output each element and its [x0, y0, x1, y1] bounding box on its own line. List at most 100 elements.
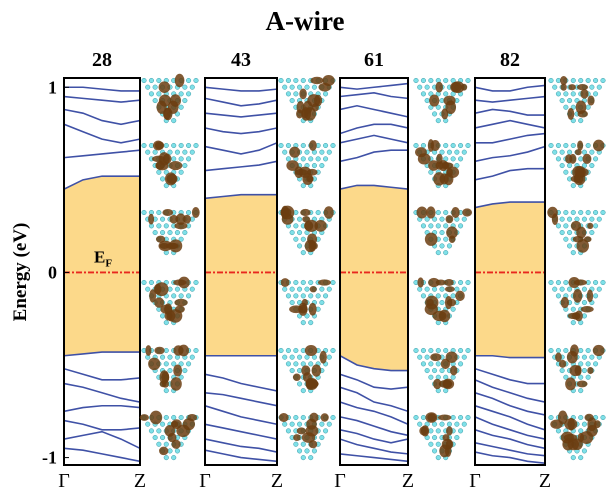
atom — [186, 77, 192, 84]
orbital-lobe — [309, 412, 319, 423]
atom — [424, 98, 430, 104]
atom — [293, 77, 299, 84]
band-line — [205, 142, 277, 155]
atom — [443, 236, 449, 242]
band-line — [340, 149, 408, 163]
atom — [278, 77, 284, 84]
band-line — [475, 379, 545, 403]
orbital-lobe — [568, 84, 576, 91]
x-tick-label: Z — [539, 470, 551, 492]
band-line — [340, 184, 408, 190]
band-line — [475, 451, 545, 464]
orbital-lobe — [304, 220, 314, 231]
atom — [589, 216, 595, 222]
atom — [465, 414, 471, 421]
orbital-lobe — [158, 240, 173, 252]
orbital-lobe — [573, 279, 588, 286]
molecule-image — [413, 77, 471, 124]
atom — [300, 142, 306, 149]
molecule-image — [139, 410, 199, 461]
gap-fill — [205, 194, 277, 356]
atom — [160, 354, 166, 360]
orbital-lobe — [162, 208, 174, 217]
band-line — [475, 429, 545, 450]
atom — [178, 293, 184, 299]
atom — [432, 216, 438, 222]
orbital-lobe — [302, 372, 312, 383]
atom — [145, 421, 151, 427]
orbital-lobe — [293, 434, 301, 442]
atom — [193, 279, 199, 286]
band-line — [205, 160, 277, 172]
orbital-lobe — [154, 297, 165, 308]
atom — [593, 91, 599, 97]
atom — [308, 156, 314, 162]
molecule-image — [413, 277, 471, 326]
atom — [174, 286, 180, 292]
band-line — [64, 149, 140, 159]
atom — [585, 209, 591, 216]
atom — [193, 77, 199, 84]
orbital-lobe — [587, 367, 594, 375]
band-line — [205, 86, 277, 92]
molecule-image — [413, 206, 473, 256]
orbital-lobe — [577, 140, 584, 151]
atom — [548, 414, 554, 421]
atom — [186, 293, 192, 299]
atom — [156, 169, 162, 175]
orbital-lobe — [416, 206, 428, 219]
atom — [567, 230, 573, 236]
atom — [446, 149, 452, 155]
orbital-lobe — [304, 239, 316, 253]
figure-title: A-wire — [266, 6, 345, 36]
atom — [282, 149, 288, 155]
band-line — [205, 449, 277, 463]
atom — [435, 347, 441, 354]
atom — [450, 142, 456, 149]
atom — [282, 84, 288, 90]
atom — [330, 347, 336, 354]
atom — [563, 279, 569, 286]
band-line — [64, 95, 140, 103]
atom — [574, 216, 580, 222]
orbital-lobe — [576, 239, 590, 253]
band-line — [340, 82, 408, 90]
plot-area — [340, 82, 408, 463]
atom — [454, 286, 460, 292]
atom — [182, 368, 188, 374]
band-line — [205, 438, 277, 453]
orbital-lobe — [560, 83, 567, 91]
atom — [585, 374, 591, 380]
band-line — [475, 84, 545, 92]
atom — [570, 118, 576, 124]
atom — [148, 279, 154, 286]
orbital-lobe — [183, 214, 191, 224]
atom — [585, 142, 591, 149]
atom — [435, 209, 441, 216]
orbital-lobe — [572, 289, 583, 303]
band-line — [340, 355, 408, 372]
atom — [293, 347, 299, 354]
atom — [428, 361, 434, 367]
orbital-lobe — [574, 310, 583, 322]
orbital-lobe — [455, 290, 465, 302]
orbital-lobe — [306, 380, 319, 388]
atom — [182, 84, 188, 90]
orbital-lobe — [289, 146, 301, 158]
atom — [585, 347, 591, 354]
atom — [178, 91, 184, 97]
atom — [163, 183, 169, 189]
orbital-lobe — [567, 108, 575, 120]
atom — [548, 279, 554, 286]
atom — [458, 279, 464, 286]
orbital-lobe — [296, 427, 306, 435]
atom — [439, 243, 445, 249]
atom — [300, 156, 306, 162]
atom — [171, 142, 177, 149]
atom — [308, 361, 314, 367]
atom — [189, 149, 195, 155]
atom — [319, 435, 325, 441]
atom — [297, 230, 303, 236]
band-line — [475, 354, 545, 359]
orbital-lobe — [308, 140, 317, 151]
